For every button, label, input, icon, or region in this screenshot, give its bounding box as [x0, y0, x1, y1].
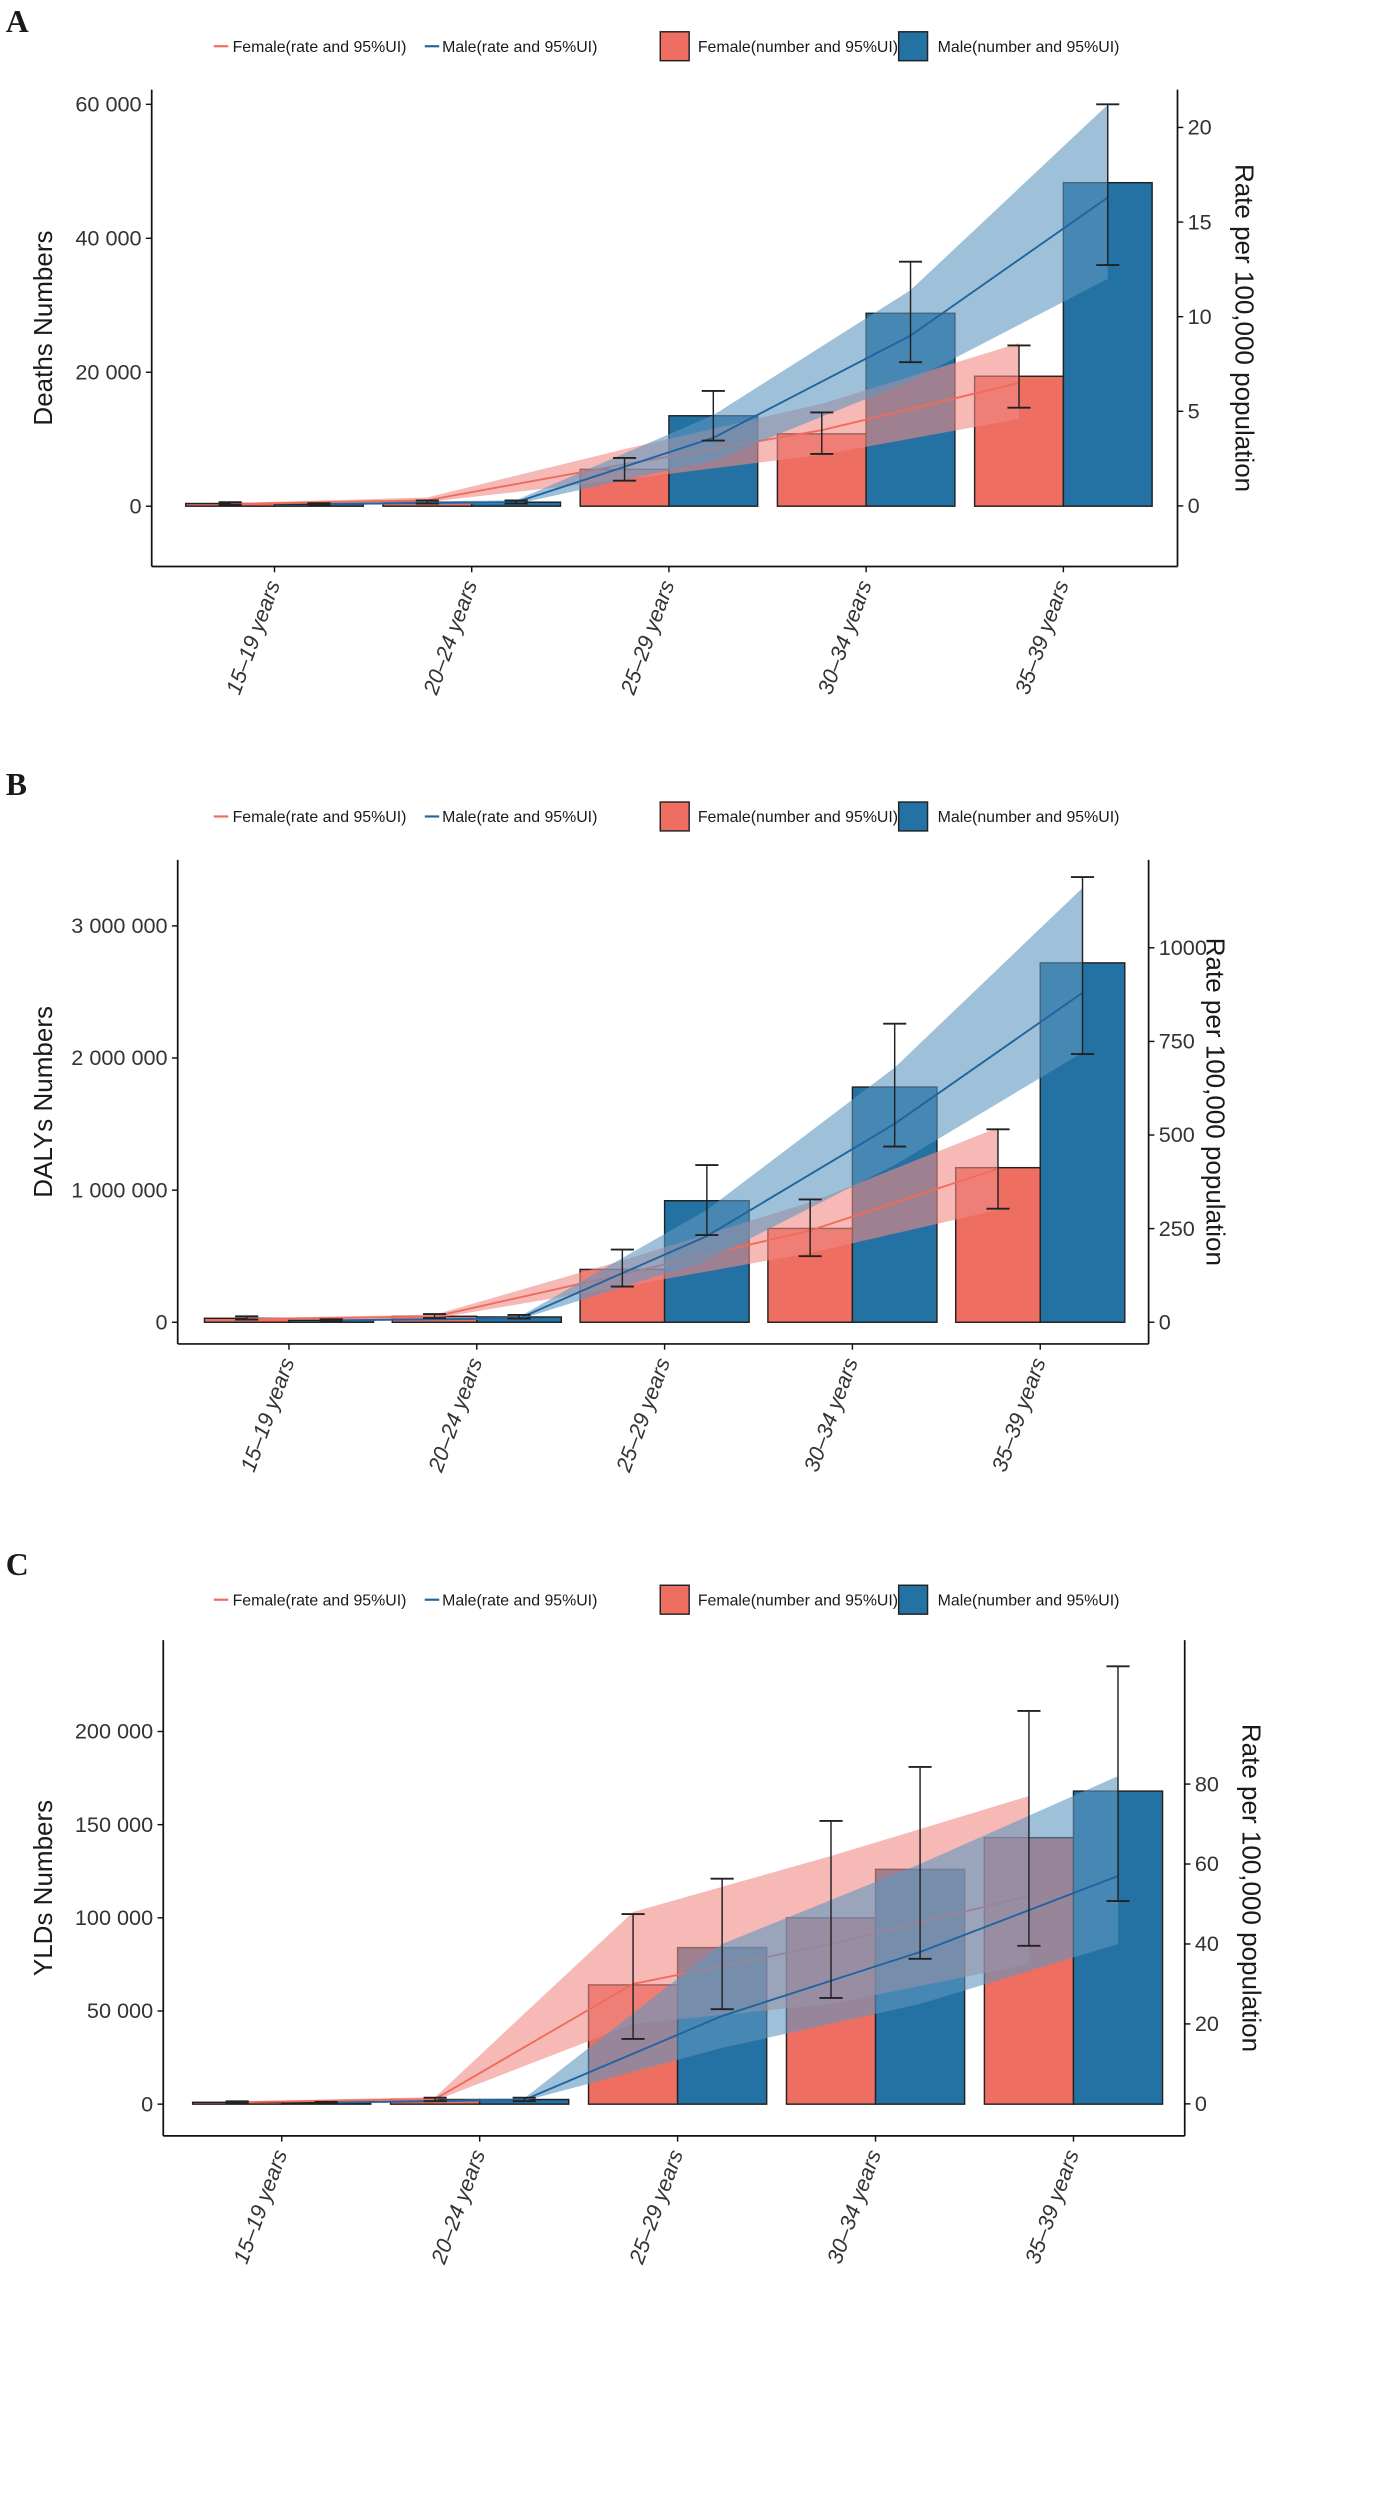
- panel-letter: B: [6, 767, 27, 802]
- y2-axis-title: Rate per 100,000 population: [1237, 1724, 1267, 2052]
- legend: Female(rate and 95%UI) Male(rate and 95%U…: [213, 1584, 1120, 1615]
- legend-label: Male(rate and 95%UI): [442, 39, 597, 56]
- line-male-rate: [331, 991, 1084, 1322]
- legend-label: Female(number and 95%UI): [698, 1592, 898, 1609]
- y2-tick-label: 500: [1159, 1122, 1195, 1147]
- y-tick-label: 2 000 000: [71, 1045, 167, 1070]
- panel-letter: A: [6, 4, 29, 39]
- legend-label: Male(rate and 95%UI): [442, 1592, 597, 1609]
- y2-tick-label: 15: [1188, 209, 1212, 234]
- y-tick-label: 0: [130, 493, 142, 518]
- legend: Female(rate and 95%UI) Male(rate and 95%U…: [213, 31, 1120, 62]
- panel-B: B Female(rate and 95%UI) Male(rate and 95%…: [6, 767, 1231, 1476]
- legend-label: Female(number and 95%UI): [698, 39, 898, 56]
- legend-label: Male(rate and 95%UI): [442, 809, 597, 826]
- y-axis-title: YLDs Numbers: [28, 1800, 58, 1976]
- legend-label: Male(number and 95%UI): [938, 39, 1120, 56]
- legend-label: Female(rate and 95%UI): [233, 1592, 407, 1609]
- y-axis-title: Deaths Numbers: [28, 230, 58, 425]
- y2-tick-label: 0: [1195, 2091, 1207, 2116]
- y-tick-label: 0: [141, 2091, 153, 2116]
- y2-tick-label: 40: [1195, 1931, 1219, 1956]
- y2-tick-label: 10: [1188, 304, 1212, 329]
- x-tick-label: 25–29 years: [610, 1354, 675, 1476]
- legend-male-number-swatch: [897, 1584, 929, 1615]
- y2-axis-title: Rate per 100,000 population: [1229, 164, 1259, 492]
- y2-tick-label: 80: [1195, 1771, 1219, 1796]
- x-tick-label: 35–39 years: [1010, 577, 1074, 698]
- legend-label: Female(rate and 95%UI): [233, 809, 407, 826]
- y2-axis-title: Rate per 100,000 population: [1200, 938, 1230, 1266]
- x-tick-label: 15–19 years: [221, 577, 285, 698]
- x-tick-label: 25–29 years: [615, 577, 680, 699]
- y-tick-label: 100 000: [75, 1905, 153, 1930]
- y-axis-title: DALYs Numbers: [28, 1006, 58, 1198]
- y2-tick-label: 750: [1159, 1029, 1195, 1054]
- y2-tick-label: 60: [1195, 1851, 1219, 1876]
- ribbon-male-rate: [326, 1776, 1119, 2104]
- legend-male-number-swatch: [897, 801, 929, 832]
- x-tick-label: 30–34 years: [822, 2146, 886, 2267]
- x-tick-label: 20–24 years: [426, 2146, 491, 2268]
- y-tick-label: 0: [156, 1309, 168, 1334]
- y-tick-label: 1 000 000: [71, 1177, 167, 1202]
- x-tick-label: 30–34 years: [812, 577, 876, 698]
- legend-label: Male(number and 95%UI): [938, 1592, 1120, 1609]
- legend-female-number-swatch: [659, 1584, 690, 1615]
- panel-A: A Female(rate and 95%UI) Male(rate and 95%…: [6, 4, 1260, 699]
- line-male-rate: [326, 1875, 1119, 2104]
- x-tick-label: 15–19 years: [228, 2146, 292, 2267]
- y2-tick-label: 0: [1188, 493, 1200, 518]
- y2-tick-label: 250: [1159, 1216, 1195, 1241]
- x-tick-label: 20–24 years: [418, 577, 483, 699]
- x-tick-label: 35–39 years: [986, 1354, 1050, 1475]
- y-tick-label: 200 000: [75, 1719, 153, 1744]
- y-tick-label: 150 000: [75, 1812, 153, 1837]
- legend-label: Female(number and 95%UI): [698, 809, 898, 826]
- y-tick-label: 3 000 000: [71, 913, 167, 938]
- legend-label: Female(rate and 95%UI): [233, 39, 407, 56]
- y2-tick-label: 0: [1159, 1309, 1171, 1334]
- y2-tick-label: 20: [1195, 2011, 1219, 2036]
- legend-male-number-swatch: [897, 31, 929, 62]
- panel-letter: C: [6, 1547, 29, 1582]
- y2-tick-label: 1000: [1159, 935, 1207, 960]
- y-tick-label: 20 000: [75, 359, 141, 384]
- legend-label: Male(number and 95%UI): [938, 809, 1120, 826]
- panel-C: C Female(rate and 95%UI) Male(rate and 95%…: [6, 1547, 1267, 2268]
- y-tick-label: 40 000: [75, 226, 141, 251]
- x-tick-label: 35–39 years: [1020, 2146, 1084, 2267]
- y2-tick-label: 20: [1188, 115, 1212, 140]
- x-tick-label: 15–19 years: [235, 1354, 299, 1475]
- legend-female-number-swatch: [659, 801, 690, 832]
- x-tick-label: 30–34 years: [799, 1354, 863, 1475]
- y2-tick-label: 5: [1188, 399, 1200, 424]
- x-tick-label: 25–29 years: [623, 2146, 688, 2268]
- legend-female-number-swatch: [659, 31, 690, 62]
- y-tick-label: 60 000: [75, 92, 141, 117]
- legend: Female(rate and 95%UI) Male(rate and 95%U…: [213, 801, 1120, 832]
- x-tick-label: 20–24 years: [423, 1354, 488, 1476]
- y-tick-label: 50 000: [87, 1998, 153, 2023]
